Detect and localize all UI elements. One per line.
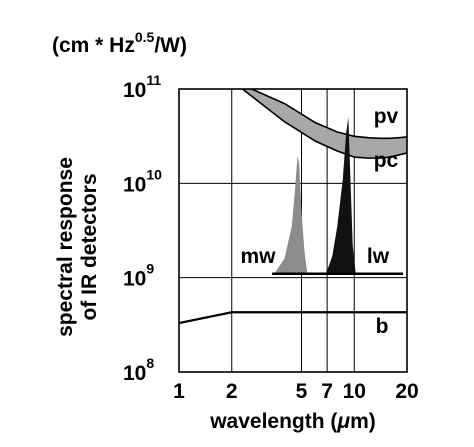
y-axis-label: spectral response of IR detectors <box>54 157 101 337</box>
series-b-line <box>178 311 407 325</box>
y-tick-label: 109 <box>123 261 154 291</box>
x-tick-label: 10 <box>343 380 366 403</box>
x-tick-label: 20 <box>395 380 418 403</box>
series-lw-peak <box>326 117 356 274</box>
x-tick-label: 5 <box>296 380 308 403</box>
series-label-mw: mw <box>240 245 276 268</box>
x-tick-label: 7 <box>321 380 333 403</box>
x-axis-label: wavelength (μm) <box>209 410 376 433</box>
unit-label-pre: (cm * Hz <box>52 34 135 57</box>
unit-label: (cm * Hz0.5/W) <box>52 29 187 57</box>
y-axis-label-line2: of IR detectors <box>78 173 101 320</box>
y-axis-label-line1: spectral response <box>54 157 77 337</box>
y-tick-label: 1010 <box>123 166 162 196</box>
data-marks <box>178 88 408 325</box>
series-label-pc: pc <box>374 149 399 172</box>
y-tick-label: 1011 <box>123 72 161 102</box>
series-label-lw: lw <box>367 245 390 268</box>
unit-label-exp: 0.5 <box>135 29 155 45</box>
plot-frame <box>178 88 408 373</box>
series-label-pv: pv <box>374 105 399 128</box>
series-pv-line <box>251 88 408 140</box>
x-axis-label-mu: μ <box>336 410 350 433</box>
tick-labels: 1 2 5 7 10 20 108 109 1010 1011 <box>123 72 419 403</box>
series-pc-line <box>241 88 408 159</box>
series-label-b: b <box>376 315 389 338</box>
series-labels: pv pc mw lw b <box>240 105 398 338</box>
series-mw-peak <box>274 154 308 274</box>
pv-pc-band <box>242 89 407 159</box>
unit-label-post: /W) <box>154 34 187 57</box>
x-axis-label-post: m) <box>350 410 376 433</box>
x-tick-label: 1 <box>173 380 185 403</box>
x-tick-label: 2 <box>226 380 238 403</box>
x-axis-label-pre: wavelength ( <box>209 410 337 433</box>
y-tick-label: 108 <box>123 355 154 385</box>
